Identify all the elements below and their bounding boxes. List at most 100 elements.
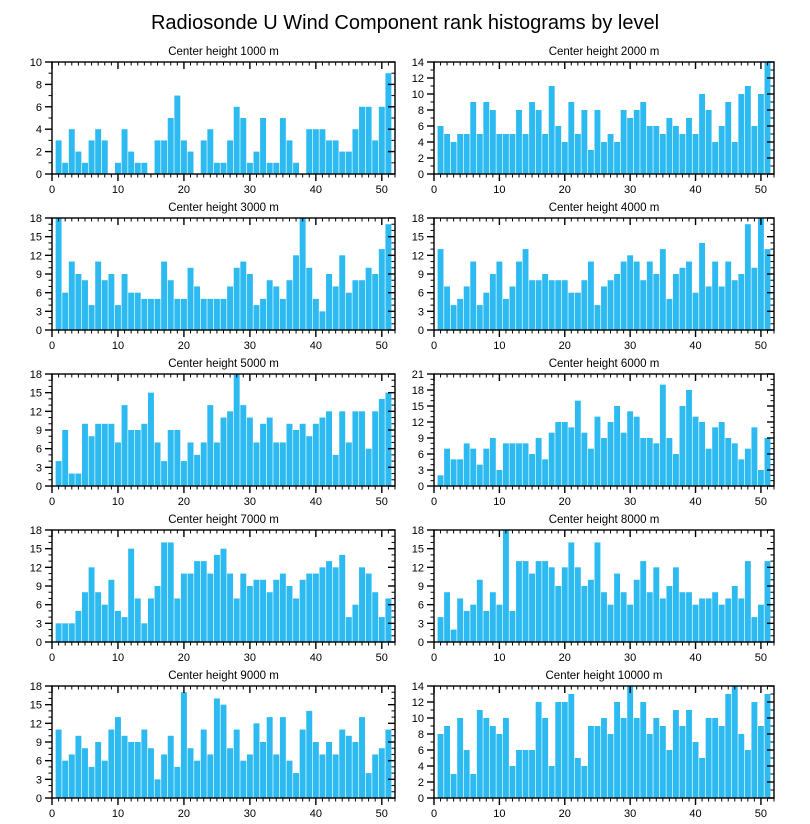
svg-text:20: 20 [559,652,571,664]
svg-text:21: 21 [412,369,424,381]
svg-text:10: 10 [112,652,124,664]
svg-text:9: 9 [36,269,42,281]
svg-text:18: 18 [412,525,424,537]
svg-text:20: 20 [178,808,190,820]
svg-text:2: 2 [418,777,424,789]
svg-text:0: 0 [49,184,55,196]
svg-text:0: 0 [49,496,55,508]
svg-text:15: 15 [30,700,42,712]
svg-text:9: 9 [418,269,424,281]
y-tick-labels: 0 2 4 6 8 10 12 14 [412,681,424,805]
panel-title: Center height 2000 m [549,46,660,58]
svg-text:14: 14 [412,681,424,693]
svg-text:9: 9 [418,581,424,593]
svg-text:30: 30 [244,184,256,196]
svg-text:20: 20 [559,496,571,508]
panel-cell: Center height 5000 m 0 10 20 30 40 50 0 3 6 9 12 15 1… [0,354,405,510]
svg-text:4: 4 [418,761,424,773]
svg-text:30: 30 [624,340,636,352]
svg-text:50: 50 [755,340,767,352]
panel-title: Center height 10000 m [546,670,663,682]
svg-text:10: 10 [412,89,424,101]
svg-text:12: 12 [30,250,42,262]
axes [45,529,396,649]
svg-text:6: 6 [36,600,42,612]
svg-text:9: 9 [36,581,42,593]
svg-text:12: 12 [412,73,424,85]
svg-text:0: 0 [431,652,437,664]
y-tick-labels: 0 2 4 6 8 10 [30,57,42,181]
bars [55,218,392,330]
svg-text:0: 0 [36,169,42,181]
svg-text:18: 18 [412,385,424,397]
svg-text:8: 8 [418,105,424,117]
axes [45,685,396,805]
svg-text:10: 10 [493,184,505,196]
svg-text:50: 50 [376,184,388,196]
svg-text:6: 6 [36,288,42,300]
svg-text:18: 18 [30,681,42,693]
svg-text:40: 40 [310,496,322,508]
svg-text:9: 9 [36,425,42,437]
y-tick-labels: 0 3 6 9 12 15 18 [412,525,424,649]
bars [437,384,771,486]
y-tick-labels: 0 3 6 9 12 15 18 [30,525,42,649]
histogram-grid: Center height 1000 m 0 10 20 30 40 50 0 2 4 6 8 10 Ce… [0,42,810,822]
svg-text:0: 0 [49,808,55,820]
axes [427,529,775,649]
rank-histogram-4: Center height 4000 m 0 10 20 30 40 50 0 3 6 9 12 15 1… [412,202,775,352]
svg-text:50: 50 [376,652,388,664]
svg-text:10: 10 [493,808,505,820]
svg-text:8: 8 [418,729,424,741]
svg-text:9: 9 [418,433,424,445]
svg-text:50: 50 [376,496,388,508]
svg-text:50: 50 [376,808,388,820]
axes [45,217,396,337]
svg-text:20: 20 [178,184,190,196]
svg-text:0: 0 [418,637,424,649]
svg-text:30: 30 [624,808,636,820]
panel-cell: Center height 2000 m 0 10 20 30 40 50 0 2 4 6 8 10 12… [405,42,810,198]
svg-text:50: 50 [755,652,767,664]
svg-text:0: 0 [431,184,437,196]
svg-text:3: 3 [36,618,42,630]
bars [55,692,392,798]
panel-title: Center height 6000 m [549,358,660,370]
svg-text:6: 6 [418,121,424,133]
svg-text:40: 40 [689,808,701,820]
panel-cell: Center height 4000 m 0 10 20 30 40 50 0 3 6 9 12 15 1… [405,198,810,354]
svg-text:6: 6 [418,745,424,757]
svg-text:40: 40 [310,340,322,352]
svg-text:0: 0 [418,169,424,181]
svg-text:18: 18 [30,369,42,381]
bars [55,374,392,486]
svg-text:3: 3 [418,618,424,630]
svg-text:40: 40 [310,652,322,664]
x-tick-labels: 0 10 20 30 40 50 [49,184,388,196]
rank-histogram-3: Center height 3000 m 0 10 20 30 40 50 0 3 6 9 12 15 1… [30,202,396,352]
svg-text:10: 10 [412,713,424,725]
svg-text:0: 0 [36,637,42,649]
rank-histogram-7: Center height 7000 m 0 10 20 30 40 50 0 3 6 9 12 15 1… [30,514,396,664]
panel-cell: Center height 3000 m 0 10 20 30 40 50 0 3 6 9 12 15 1… [0,198,405,354]
y-tick-labels: 0 3 6 9 12 15 18 [412,213,424,337]
svg-text:10: 10 [493,652,505,664]
svg-text:0: 0 [49,340,55,352]
rank-histogram-5: Center height 5000 m 0 10 20 30 40 50 0 3 6 9 12 15 1… [30,358,396,508]
svg-text:20: 20 [559,184,571,196]
panel-title: Center height 5000 m [168,358,279,370]
svg-text:10: 10 [112,184,124,196]
panel-cell: Center height 7000 m 0 10 20 30 40 50 0 3 6 9 12 15 1… [0,510,405,666]
panel-title: Center height 4000 m [549,202,660,214]
axes [427,217,775,337]
svg-text:8: 8 [36,79,42,91]
svg-text:15: 15 [412,544,424,556]
axes [45,61,396,181]
x-tick-labels: 0 10 20 30 40 50 [431,808,767,820]
svg-text:20: 20 [559,340,571,352]
svg-text:50: 50 [755,184,767,196]
svg-text:20: 20 [178,496,190,508]
axes [427,685,775,805]
svg-text:4: 4 [418,137,424,149]
rank-histogram-2: Center height 2000 m 0 10 20 30 40 50 0 2 4 6 8 10 12… [412,46,775,196]
